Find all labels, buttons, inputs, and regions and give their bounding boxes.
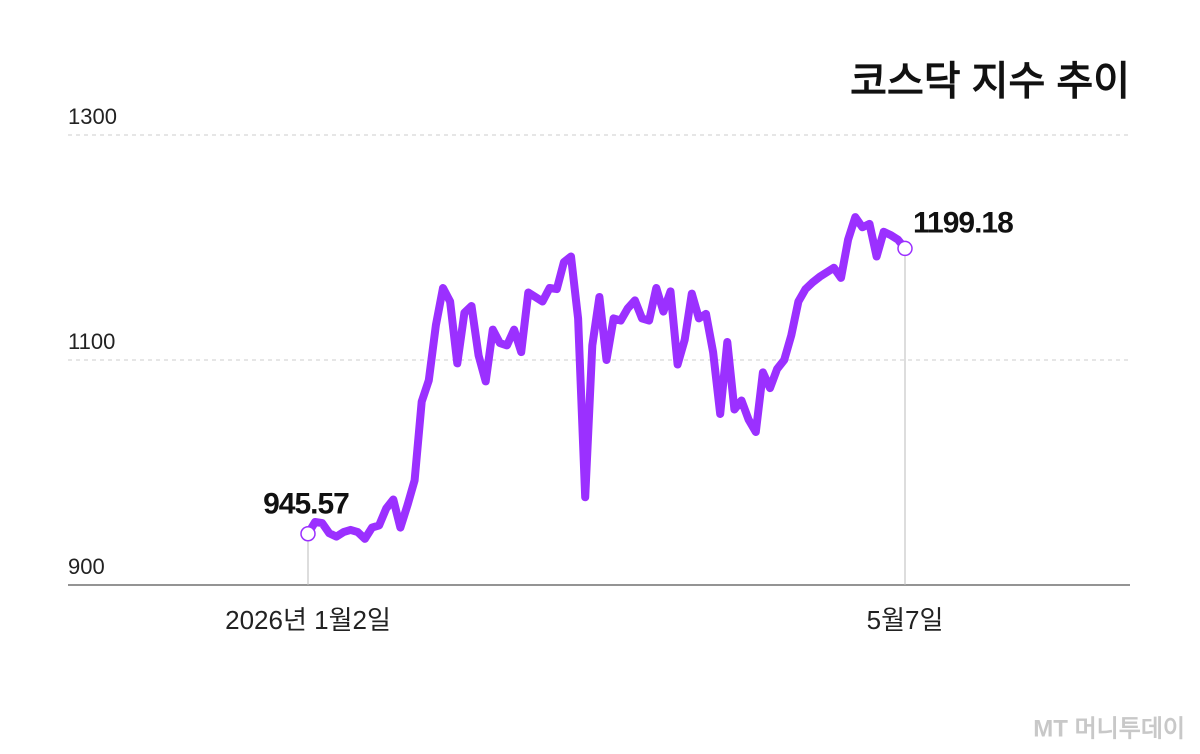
value-label: 1199.18	[913, 206, 1013, 239]
line	[304, 213, 909, 543]
value-label: 945.57	[263, 488, 349, 521]
y-tick-label: 900	[68, 554, 105, 579]
x-tick-label: 5월7일	[867, 605, 944, 635]
end-marker	[300, 525, 316, 542]
chart-title: 코스닥 지수 추이	[850, 60, 1130, 104]
x-tick-label: 2026년 1월2일	[225, 605, 391, 635]
y-tick-label: 1100	[68, 329, 115, 354]
end-marker	[897, 240, 913, 257]
y-tick-label: 1300	[68, 104, 117, 129]
watermark: MT 머니투데이	[1033, 715, 1185, 742]
